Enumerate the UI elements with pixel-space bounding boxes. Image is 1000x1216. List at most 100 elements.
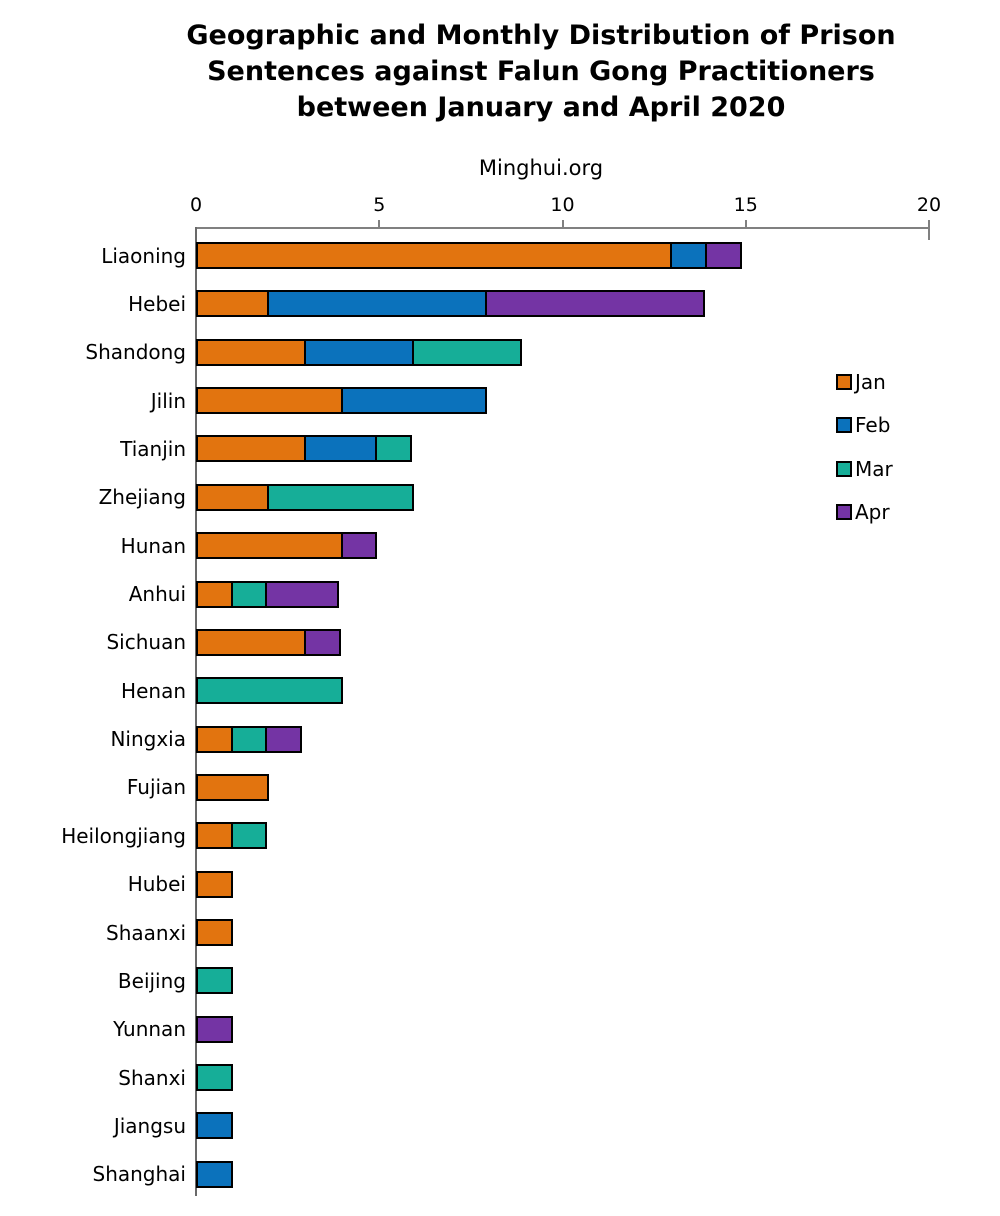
legend-swatch-apr xyxy=(836,504,852,521)
bar-segment-apr xyxy=(265,725,302,753)
legend-label-feb: Feb xyxy=(855,413,891,438)
x-tick-label: 5 xyxy=(373,194,386,216)
bar-row xyxy=(196,435,412,463)
category-label: Henan xyxy=(121,678,186,703)
bar-segment-jan xyxy=(196,532,343,560)
bar-row xyxy=(196,1015,233,1043)
legend-swatch-jan xyxy=(836,374,852,390)
category-label: Yunnan xyxy=(113,1017,186,1042)
bar-row xyxy=(196,967,233,995)
bar-row xyxy=(196,1160,233,1188)
x-tick-mark xyxy=(561,220,564,227)
category-label: Shaanxi xyxy=(106,920,186,945)
legend-label-apr: Apr xyxy=(855,500,890,525)
category-label: Fujian xyxy=(126,775,186,800)
y-axis-line xyxy=(195,227,197,1196)
bar-segment-jan xyxy=(196,919,233,947)
bar-segment-jan xyxy=(196,725,233,753)
legend-label-jan: Jan xyxy=(855,370,886,394)
legend-swatch-mar xyxy=(836,460,852,477)
bar-row xyxy=(196,773,270,801)
x-tick-mark xyxy=(928,220,930,227)
chart-subtitle: Minghui.org xyxy=(478,156,604,180)
bar-segment-mar xyxy=(411,338,522,366)
legend-item-mar: Mar xyxy=(836,459,893,479)
bar-row xyxy=(196,919,233,947)
category-label: Jilin xyxy=(150,388,186,413)
bar-row xyxy=(196,870,233,898)
bar-segment-mar xyxy=(375,435,412,463)
category-label: Hunan xyxy=(120,533,186,558)
bar-row xyxy=(196,532,378,560)
legend-swatch-feb xyxy=(836,417,852,434)
bar-row xyxy=(196,483,414,511)
bar-segment-jan xyxy=(196,628,306,656)
category-label: Jiangsu xyxy=(113,1113,186,1138)
category-label: Tianjin xyxy=(120,436,186,461)
bar-segment-feb xyxy=(196,1112,233,1140)
bar-row xyxy=(196,677,343,705)
bar-segment-jan xyxy=(196,290,270,318)
legend-label-mar: Mar xyxy=(855,456,893,481)
bar-segment-apr xyxy=(485,290,706,318)
bar-segment-apr xyxy=(705,242,742,269)
bar-segment-mar xyxy=(230,580,268,608)
bar-segment-mar xyxy=(267,483,414,511)
bar-row xyxy=(196,725,302,753)
category-label: Zhejiang xyxy=(98,485,186,510)
category-label: Ningxia xyxy=(110,727,186,752)
bar-row xyxy=(196,338,522,366)
bar-segment-mar xyxy=(196,677,343,705)
chart-title-line-2: Sentences against Falun Gong Practitione… xyxy=(207,56,875,87)
bar-row xyxy=(196,387,488,415)
bar-segment-jan xyxy=(196,338,306,366)
bar-segment-jan xyxy=(196,580,233,608)
bar-segment-jan xyxy=(196,387,343,415)
bar-row xyxy=(196,822,268,850)
category-label: Hubei xyxy=(127,872,186,897)
bar-segment-jan xyxy=(196,822,233,850)
category-label: Sichuan xyxy=(106,630,186,655)
bar-segment-jan xyxy=(196,870,233,898)
bar-segment-jan xyxy=(196,483,270,511)
x-tick-label: 0 xyxy=(189,194,203,216)
bar-segment-apr xyxy=(196,1015,233,1043)
category-label: Shanxi xyxy=(118,1065,186,1090)
bar-segment-apr xyxy=(303,628,341,656)
chart-title: Geographic and Monthly Distribution of P… xyxy=(91,18,991,126)
x-tick-mark xyxy=(378,220,381,227)
legend-item-feb: Feb xyxy=(836,415,890,435)
bar-segment-mar xyxy=(196,1064,233,1092)
category-label: Liaoning xyxy=(101,243,186,268)
x-axis-line xyxy=(195,227,930,229)
bar-segment-feb xyxy=(196,1160,233,1188)
category-label: Beijing xyxy=(117,968,186,993)
bar-row xyxy=(196,628,341,656)
category-label: Shanghai xyxy=(92,1162,187,1187)
x-tick-label: 15 xyxy=(733,194,758,216)
category-label: Hebei xyxy=(128,291,186,316)
category-label: Anhui xyxy=(128,582,186,607)
x-axis-end-tick xyxy=(928,227,930,240)
bar-segment-feb xyxy=(670,242,708,269)
bar-segment-jan xyxy=(196,435,306,463)
bar-row xyxy=(196,290,706,318)
chart-title-line-3: between January and April 2020 xyxy=(296,92,786,123)
bar-segment-jan xyxy=(196,773,270,801)
category-label: Shandong xyxy=(85,340,186,365)
legend-item-jan: Jan xyxy=(836,372,886,392)
bar-segment-mar xyxy=(196,967,233,995)
bar-segment-feb xyxy=(303,338,414,366)
bar-segment-feb xyxy=(267,290,488,318)
x-tick-label: 10 xyxy=(550,194,575,216)
chart-title-line-1: Geographic and Monthly Distribution of P… xyxy=(186,20,896,51)
category-label: Heilongjiang xyxy=(61,823,186,848)
bar-segment-apr xyxy=(265,580,339,608)
bar-segment-apr xyxy=(340,532,378,560)
bar-row xyxy=(196,242,742,269)
bar-segment-jan xyxy=(196,242,673,269)
bar-row xyxy=(196,1112,233,1140)
bar-row xyxy=(196,1064,233,1092)
